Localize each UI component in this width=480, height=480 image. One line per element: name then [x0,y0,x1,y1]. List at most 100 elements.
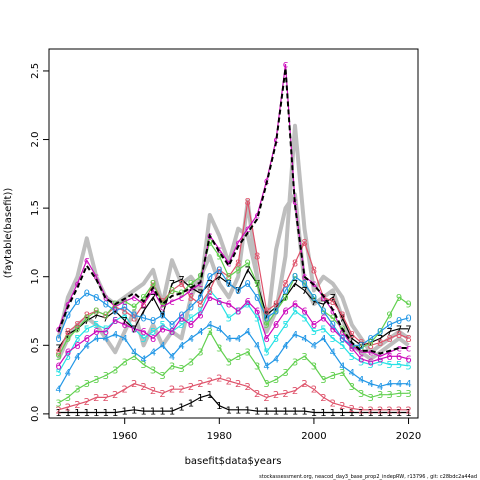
y-tick-label: 0.0 [30,406,41,422]
series-point-label: 9 [377,327,383,338]
series-point-label: 5 [122,311,128,322]
series-point-label: 5 [159,320,165,331]
series-point-label: 4 [207,320,213,331]
series-line-6-5 [58,296,409,367]
series-point-label: 1 [103,408,109,419]
series-point-label: 4 [103,334,109,345]
series-point-label: 8 [358,338,364,349]
series-line-3-2 [58,330,409,404]
series-point-label: 9 [292,272,298,283]
series-point-label: 9 [368,338,374,349]
series-point-label: 8 [207,286,213,297]
series-point-label: 9 [386,311,392,322]
series-point-label: 2 [122,385,128,396]
series-point-label: 0 [311,293,317,304]
series-point-label: 1 [349,408,355,419]
series-point-label: 9 [263,320,269,331]
series-point-label: 4 [377,382,383,393]
series-point-label: c [254,211,260,222]
series-point-label: 9 [84,313,90,324]
series-point-label: 8 [292,259,298,270]
series-point-label: 1 [396,408,402,419]
series-point-label: 1 [159,407,165,418]
series-point-label: 7 [330,293,336,304]
series-point-label: 6 [358,355,364,366]
series-point-label: 9 [140,293,146,304]
series-point-label: 4 [339,361,345,372]
series-point-label: 6 [169,327,175,338]
series-point-label: 7 [386,327,392,338]
series-point-label: 3 [405,389,411,400]
series-point-label: 3 [103,371,109,382]
series-point-label: 5 [301,313,307,324]
series-point-label: 2 [377,405,383,416]
series-point-label: c [377,352,383,363]
series-point-label: 1 [84,408,90,419]
series-point-label: 8 [169,286,175,297]
series-point-label: 2 [339,401,345,412]
series-point-label: 2 [188,382,194,393]
series-point-label: 6 [122,320,128,331]
series-point-label: 2 [235,379,241,390]
series-point-label: 2 [140,382,146,393]
series-point-label: 0 [112,307,118,318]
series-point-label: c [330,307,336,318]
series-point-label: 2 [263,393,269,404]
series-point-label: 6 [263,334,269,345]
series-point-label: 5 [405,361,411,372]
series-point-label: 8 [263,307,269,318]
series-point-label: c [358,348,364,359]
series-point-label: 3 [178,364,184,375]
series-point-label: 4 [169,352,175,363]
series-point-label: 8 [405,334,411,345]
series-point-label: 1 [245,405,251,416]
series-point-label: 0 [282,286,288,297]
series-point-label: 0 [140,313,146,324]
series-point-label: 5 [226,313,232,324]
series-point-label: c [292,197,298,208]
series-point-label: 5 [169,327,175,338]
series-point-label: 5 [273,334,279,345]
series-point-label: 6 [282,307,288,318]
series-point-label: 4 [368,379,374,390]
series-point-label: 3 [150,366,156,377]
series-point-label: 8 [282,279,288,290]
series-point-label: 7 [358,341,364,352]
series-point-label: 8 [301,238,307,249]
series-point-label: 7 [84,316,90,327]
series-point-label: 6 [377,355,383,366]
series-point-label: 4 [330,348,336,359]
series-point-label: 5 [197,307,203,318]
series-point-label: 9 [235,265,241,276]
series-point-label: 0 [292,272,298,283]
series-point-label: 2 [330,398,336,409]
series-point-label: 4 [159,341,165,352]
series-line-5-4 [57,289,409,373]
series-point-label: 5 [140,334,146,345]
series-point-label: 7 [197,289,203,300]
series-point-label: 4 [273,355,279,366]
series-point-label: 6 [93,327,99,338]
series-point-label: 0 [122,302,128,313]
series-point-label: 6 [254,307,260,318]
series-point-label: 8 [254,252,260,263]
series-point-label: 5 [377,357,383,368]
series-point-label: 7 [301,286,307,297]
series-point-label: 5 [358,357,364,368]
series-point-label: 3 [93,375,99,386]
series-point-label: 6 [368,357,374,368]
series-point-label: 5 [320,324,326,335]
series-point-label: 4 [188,334,194,345]
series-point-label: 7 [216,272,222,283]
series-point-label: 9 [150,279,156,290]
series-point-label: 4 [150,348,156,359]
series-point-label: 1 [301,407,307,418]
series-point-label: 4 [292,330,298,341]
series-point-label: 4 [235,334,241,345]
series-point-label: 0 [84,289,90,300]
series-point-label: 4 [282,341,288,352]
series-point-label: 9 [159,300,165,311]
series-point-label: 6 [84,334,90,345]
series-point-label: 7 [282,293,288,304]
series-point-label: c [340,327,346,338]
